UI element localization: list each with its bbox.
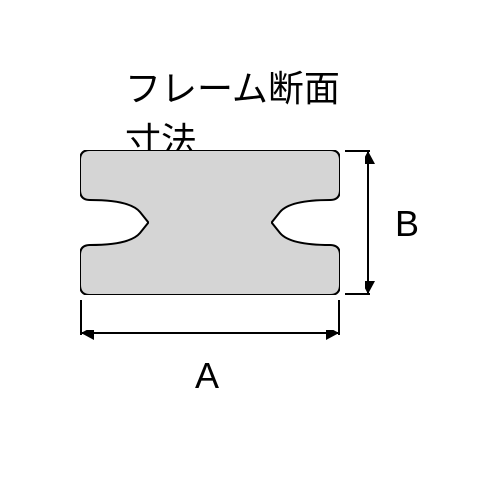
dim-b-arrow-top [365,151,375,164]
dimension-b-label: B [395,203,419,245]
diagram-title: フレーム断面寸法 [125,60,375,164]
ibeam-cross-section [80,150,340,295]
dimension-line-a [80,330,340,350]
dim-a-arrow-left [81,330,94,340]
dimension-line-b [365,150,385,295]
ibeam-svg [80,150,340,295]
dimension-a-label: A [195,355,219,397]
dim-b-arrow-bottom [365,281,375,294]
ibeam-path [80,150,340,295]
dim-a-arrow-right [326,330,339,340]
